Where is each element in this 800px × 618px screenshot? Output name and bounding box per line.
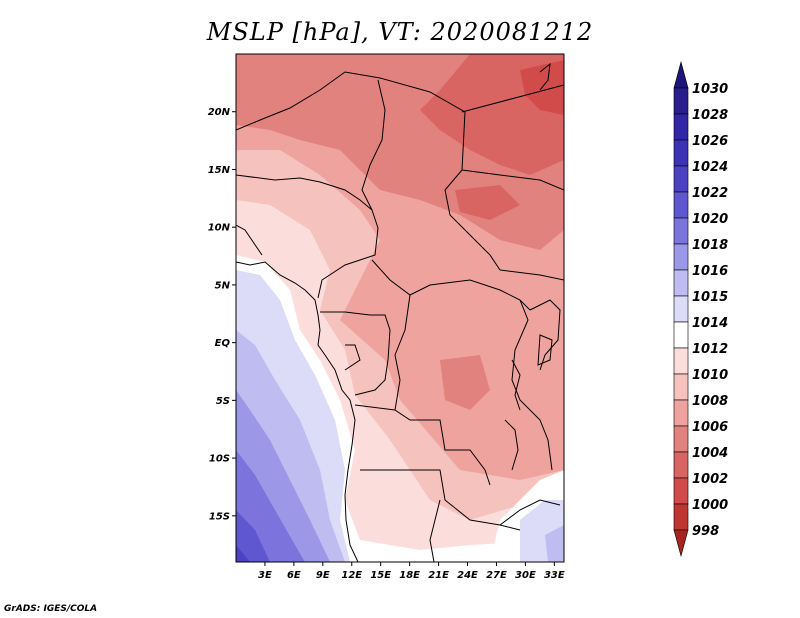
lon-label: 18E bbox=[399, 570, 420, 581]
colorbar-label: 1015 bbox=[692, 290, 728, 305]
colorbar-swatch bbox=[673, 425, 689, 453]
colorbar-label: 1022 bbox=[692, 186, 728, 201]
colorbar-label: 1012 bbox=[692, 342, 728, 357]
colorbar-swatch bbox=[673, 191, 689, 219]
colorbar-swatch bbox=[673, 321, 689, 349]
colorbar-label: 1028 bbox=[692, 108, 728, 123]
colorbar-swatch bbox=[673, 373, 689, 401]
latitude-axis: 20N 15N 10N 5N EQ 5S 10S 15S bbox=[208, 107, 236, 522]
lat-label: 20N bbox=[208, 107, 231, 118]
colorbar-label: 1024 bbox=[692, 160, 728, 175]
colorbar-swatch bbox=[673, 477, 689, 505]
lon-label: 30E bbox=[515, 570, 536, 581]
lon-label: 15E bbox=[370, 570, 391, 581]
colorbar-label: 1014 bbox=[692, 316, 728, 331]
lat-label: 15S bbox=[209, 511, 230, 522]
lon-label: 3E bbox=[258, 570, 272, 581]
colorbar-label: 1008 bbox=[692, 394, 728, 409]
colorbar-label: 1006 bbox=[692, 420, 728, 435]
field-southeast-1018 bbox=[545, 525, 564, 562]
colorbar-swatch bbox=[673, 217, 689, 245]
colorbar-swatch bbox=[673, 347, 689, 375]
lat-label: 10N bbox=[208, 223, 231, 234]
longitude-axis: 3E 6E 9E 12E 15E 18E 21E 24E 27E 30E 33E bbox=[258, 562, 565, 581]
map-title: MSLP [hPa], VT: 2020081212 bbox=[206, 18, 594, 46]
colorbar-label: 1026 bbox=[692, 134, 728, 149]
lat-label: 5N bbox=[215, 280, 231, 291]
map-frame bbox=[235, 53, 565, 563]
colorbar-swatch bbox=[673, 269, 689, 297]
lat-label: 5S bbox=[216, 396, 230, 407]
colorbar-label: 1004 bbox=[692, 446, 728, 461]
colorbar: 1030 1028 1026 1024 1022 1020 1018 1016 1015 1014… bbox=[673, 60, 728, 558]
pressure-field bbox=[236, 54, 564, 562]
colorbar-swatch bbox=[673, 503, 689, 531]
grads-credit: GrADS: IGES/COLA bbox=[4, 604, 98, 614]
country-borders bbox=[236, 62, 564, 562]
lon-label: 6E bbox=[287, 570, 301, 581]
lat-label: EQ bbox=[215, 338, 231, 349]
colorbar-label: 1010 bbox=[692, 368, 728, 383]
field-congo-1008 bbox=[440, 355, 490, 410]
lat-label: 15N bbox=[208, 165, 231, 176]
colorbar-top-arrow bbox=[673, 60, 689, 89]
colorbar-label: 1000 bbox=[692, 498, 728, 513]
lon-label: 24E bbox=[457, 570, 478, 581]
lon-label: 27E bbox=[486, 570, 507, 581]
colorbar-swatch bbox=[673, 87, 689, 115]
colorbar-swatch bbox=[673, 113, 689, 141]
lon-label: 9E bbox=[316, 570, 330, 581]
lon-label: 33E bbox=[544, 570, 565, 581]
colorbar-bottom-arrow bbox=[673, 529, 689, 558]
colorbar-swatch bbox=[673, 451, 689, 479]
colorbar-label: 998 bbox=[692, 524, 719, 539]
colorbar-swatch bbox=[673, 295, 689, 323]
field-ocean-1026 bbox=[236, 545, 250, 562]
lon-label: 21E bbox=[428, 570, 449, 581]
colorbar-label: 1020 bbox=[692, 212, 728, 227]
colorbar-label: 1018 bbox=[692, 238, 728, 253]
colorbar-swatch bbox=[673, 139, 689, 167]
colorbar-swatch bbox=[673, 165, 689, 193]
lat-label: 10S bbox=[209, 454, 230, 465]
colorbar-swatch bbox=[673, 399, 689, 427]
colorbar-swatch bbox=[673, 243, 689, 271]
field-ocean-1024 bbox=[236, 510, 270, 562]
colorbar-label: 1002 bbox=[692, 472, 728, 487]
colorbar-label: 1016 bbox=[692, 264, 728, 279]
lon-label: 12E bbox=[341, 570, 362, 581]
colorbar-label: 1030 bbox=[692, 82, 728, 97]
field-chad-1006 bbox=[455, 185, 520, 220]
